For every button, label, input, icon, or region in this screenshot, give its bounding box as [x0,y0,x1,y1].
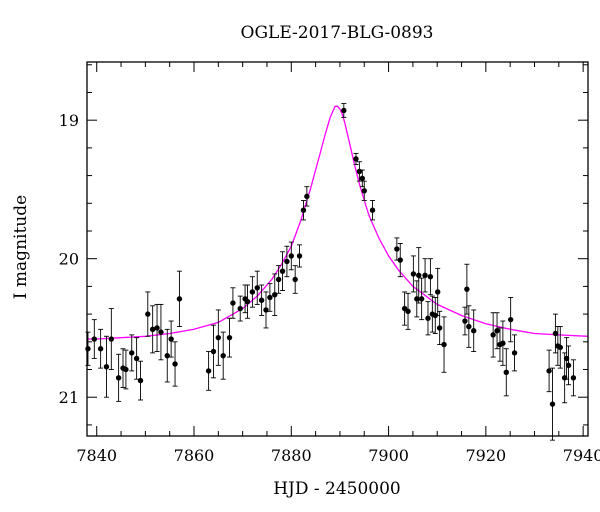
data-point [205,368,212,374]
data-point [237,305,243,312]
data-point [546,368,552,374]
data-point [275,276,282,283]
data-point [296,253,303,259]
data-point [258,297,265,303]
x-tick-label: 7880 [271,446,312,465]
chart-title: OGLE-2017-BLG-0893 [241,23,434,43]
x-tick-label: 7840 [76,446,117,465]
data-point [563,355,570,362]
data-point [353,156,359,162]
x-tick-label: 7900 [368,446,409,465]
data-point [359,175,366,182]
data-point [168,336,174,342]
data-point [91,336,97,342]
data-point [425,315,431,321]
data-point [441,341,447,348]
y-tick-label: 20 [59,250,79,269]
data-point [500,340,506,346]
data-point [215,334,222,341]
data-point [158,329,164,335]
data-point [565,362,572,369]
data-point [272,292,278,298]
x-axis-title: HJD - 2450000 [273,479,401,499]
data-point [435,289,441,295]
data-point [145,311,151,317]
data-point [103,364,110,370]
data-point [494,328,500,334]
data-point [369,207,376,213]
data-point [244,298,251,305]
data-point [422,272,428,279]
data-point [108,336,115,342]
data-point [263,307,269,313]
data-point [464,286,470,292]
data-point [230,300,236,306]
data-point [279,268,286,274]
data-point [172,361,178,367]
x-tick-label: 7860 [174,446,215,465]
data-point [414,296,420,302]
data-point [267,294,273,301]
data-point [405,308,411,315]
data-point [304,193,310,200]
data-point [341,107,347,114]
x-tick-label: 7940 [563,446,600,465]
data-point [436,325,443,331]
data-point [361,188,367,194]
y-tick-label: 19 [59,111,79,130]
y-axis-title: I magnitude [11,195,31,299]
data-point [552,330,559,337]
data-point [356,168,363,175]
data-point [154,325,160,331]
data-point [300,207,307,213]
data-point [462,318,468,324]
data-point [115,375,122,381]
data-point [557,344,563,351]
data-point [503,369,509,375]
data-point [220,352,226,359]
data-point [249,289,256,295]
data-point [129,350,135,356]
data-point [490,332,496,338]
data-point [123,366,129,373]
data-point [176,296,183,302]
data-point [284,258,290,265]
data-point [427,274,434,280]
data-point [418,296,425,302]
x-tick-label: 7920 [465,446,506,465]
data-point [137,377,144,384]
plot-frame [86,61,589,437]
data-point [254,285,260,291]
model-curve [87,105,589,340]
data-point [511,350,518,356]
data-point [397,257,403,263]
data-point [292,276,298,283]
data-point [470,328,477,334]
data-point [210,348,217,355]
data-point [226,334,233,341]
data-point [149,326,156,333]
data-point [570,375,577,381]
data-point [288,253,294,259]
data-point [549,401,556,407]
data-point [416,272,422,279]
data-point [466,323,472,330]
data-point [394,246,400,252]
data-point [85,346,91,352]
data-point [97,346,104,352]
y-tick-label: 21 [59,388,79,407]
data-point [507,316,514,323]
data-point [133,355,140,362]
data-point [164,352,170,359]
data-point [410,271,417,277]
